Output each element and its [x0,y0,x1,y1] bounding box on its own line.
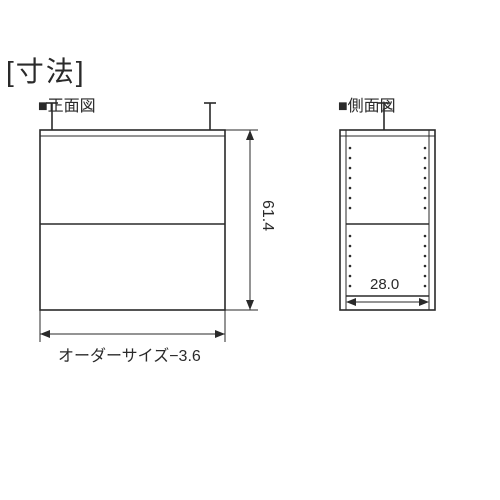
side-depth-dimension: 28.0 [370,276,399,293]
side-view-drawing [0,0,500,500]
